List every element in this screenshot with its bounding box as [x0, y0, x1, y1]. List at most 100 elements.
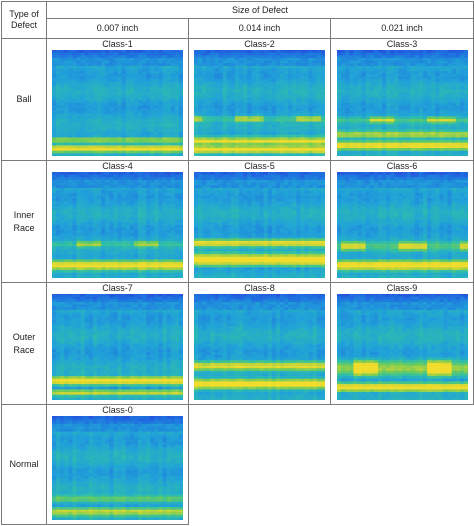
spectrogram-pixel [60, 240, 65, 245]
spectrogram-pixel [154, 256, 160, 261]
spectrogram-pixel [202, 105, 207, 109]
spectrogram-pixel [80, 232, 86, 237]
spectrogram-pixel [64, 73, 69, 78]
spectrogram-pixel [88, 87, 94, 91]
spectrogram-pixel [247, 92, 252, 96]
spectrogram-pixel [385, 100, 391, 104]
spectrogram-pixel [64, 187, 69, 192]
spectrogram-pixel [365, 95, 370, 99]
spectrogram-pixel [426, 57, 432, 62]
spectrogram-pixel [88, 50, 94, 54]
spectrogram-pixel [97, 150, 102, 154]
spectrogram-pixel [451, 150, 456, 154]
spectrogram-pixel [170, 174, 176, 178]
spectrogram-pixel [288, 134, 293, 139]
spectrogram-pixel [56, 256, 61, 261]
spectrogram-pixel [414, 60, 419, 64]
spectrogram-pixel [275, 73, 281, 78]
spectrogram-pixel [230, 97, 236, 101]
spectrogram-pixel [377, 73, 383, 78]
spectrogram-pixel [80, 150, 86, 154]
spectrogram-pixel [239, 142, 244, 146]
spectrogram-pixel [377, 145, 383, 149]
spectrogram-pixel [60, 187, 65, 192]
spectrogram-pixel [170, 232, 176, 237]
spectrogram-pixel [166, 113, 172, 117]
spectrogram-pixel [377, 57, 383, 62]
spectrogram-pixel [234, 129, 240, 133]
spectrogram-pixel [414, 52, 419, 56]
spectrogram-pixel [52, 97, 57, 101]
spectrogram-pixel [300, 129, 306, 133]
spectrogram-pixel [414, 97, 419, 101]
spectrogram-pixel [117, 222, 123, 226]
spectrogram-pixel [442, 132, 448, 136]
spectrogram-pixel [393, 55, 399, 59]
spectrogram-pixel [455, 124, 460, 128]
spectrogram-pixel [308, 65, 314, 70]
spectrogram-pixel [393, 137, 399, 141]
spectrogram-pixel [259, 118, 265, 123]
spectrogram-pixel [442, 116, 448, 120]
spectrogram-pixel [316, 81, 322, 86]
spectrogram-pixel [352, 118, 358, 123]
spectrogram-pixel [170, 92, 176, 96]
spectrogram-pixel [348, 84, 354, 88]
spectrogram-pixel [76, 110, 82, 115]
spectrogram-pixel [336, 118, 342, 123]
spectrogram-pixel [125, 203, 131, 208]
spectrogram-pixel [393, 84, 399, 88]
spectrogram-pixel [178, 185, 183, 189]
spectrogram-pixel [459, 116, 465, 120]
spectrogram-pixel [80, 113, 86, 117]
spectrogram-pixel [142, 113, 147, 117]
spectrogram-pixel [125, 60, 131, 64]
spectrogram-pixel [88, 185, 94, 189]
spectrogram-pixel [434, 142, 440, 146]
spectrogram-pixel [463, 89, 468, 93]
spectrogram-pixel [125, 79, 131, 83]
spectrogram-pixel [56, 68, 61, 72]
spectrogram-pixel [198, 71, 203, 75]
spectrogram-pixel [442, 105, 448, 109]
spectrogram-pixel [308, 97, 314, 101]
spectrogram-pixel [154, 177, 160, 181]
spectrogram-pixel [52, 60, 57, 64]
spectrogram-pixel [97, 95, 102, 99]
spectrogram-pixel [361, 60, 366, 64]
spectrogram-pixel [447, 73, 452, 78]
spectrogram-pixel [234, 121, 240, 125]
spectrogram-pixel [101, 185, 106, 189]
spectrogram-pixel [92, 222, 98, 226]
spectrogram-pixel [162, 81, 168, 86]
spectrogram-pixel [348, 52, 354, 56]
spectrogram-pixel [154, 145, 160, 149]
spectrogram-pixel [84, 148, 90, 152]
spectrogram-pixel [389, 63, 395, 67]
spectrogram-pixel [105, 262, 110, 266]
spectrogram-pixel [92, 201, 98, 205]
spectrogram-pixel [166, 87, 172, 91]
spectrogram-pixel [125, 116, 131, 120]
spectrogram-pixel [389, 108, 395, 112]
spectrogram-pixel [150, 132, 155, 136]
spectrogram-pixel [158, 172, 164, 176]
spectrogram-pixel [312, 97, 318, 101]
spectrogram-pixel [284, 68, 289, 72]
spectrogram-pixel [296, 121, 302, 125]
spectrogram-pixel [146, 118, 151, 123]
spectrogram-pixel [178, 65, 183, 70]
spectrogram-pixel [76, 230, 82, 234]
spectrogram-pixel [52, 235, 57, 239]
spectrogram-pixel [263, 103, 269, 107]
spectrogram-pixel [88, 182, 94, 186]
spectrogram-pixel [133, 222, 139, 226]
spectrogram-pixel [316, 97, 322, 101]
spectrogram-pixel [178, 132, 183, 136]
spectrogram-pixel [406, 116, 411, 120]
spectrogram-pixel [255, 65, 261, 70]
spectrogram-pixel [109, 105, 114, 109]
spectrogram-pixel [154, 227, 160, 231]
spectrogram-pixel [259, 63, 265, 67]
spectrogram-pixel [60, 259, 65, 263]
